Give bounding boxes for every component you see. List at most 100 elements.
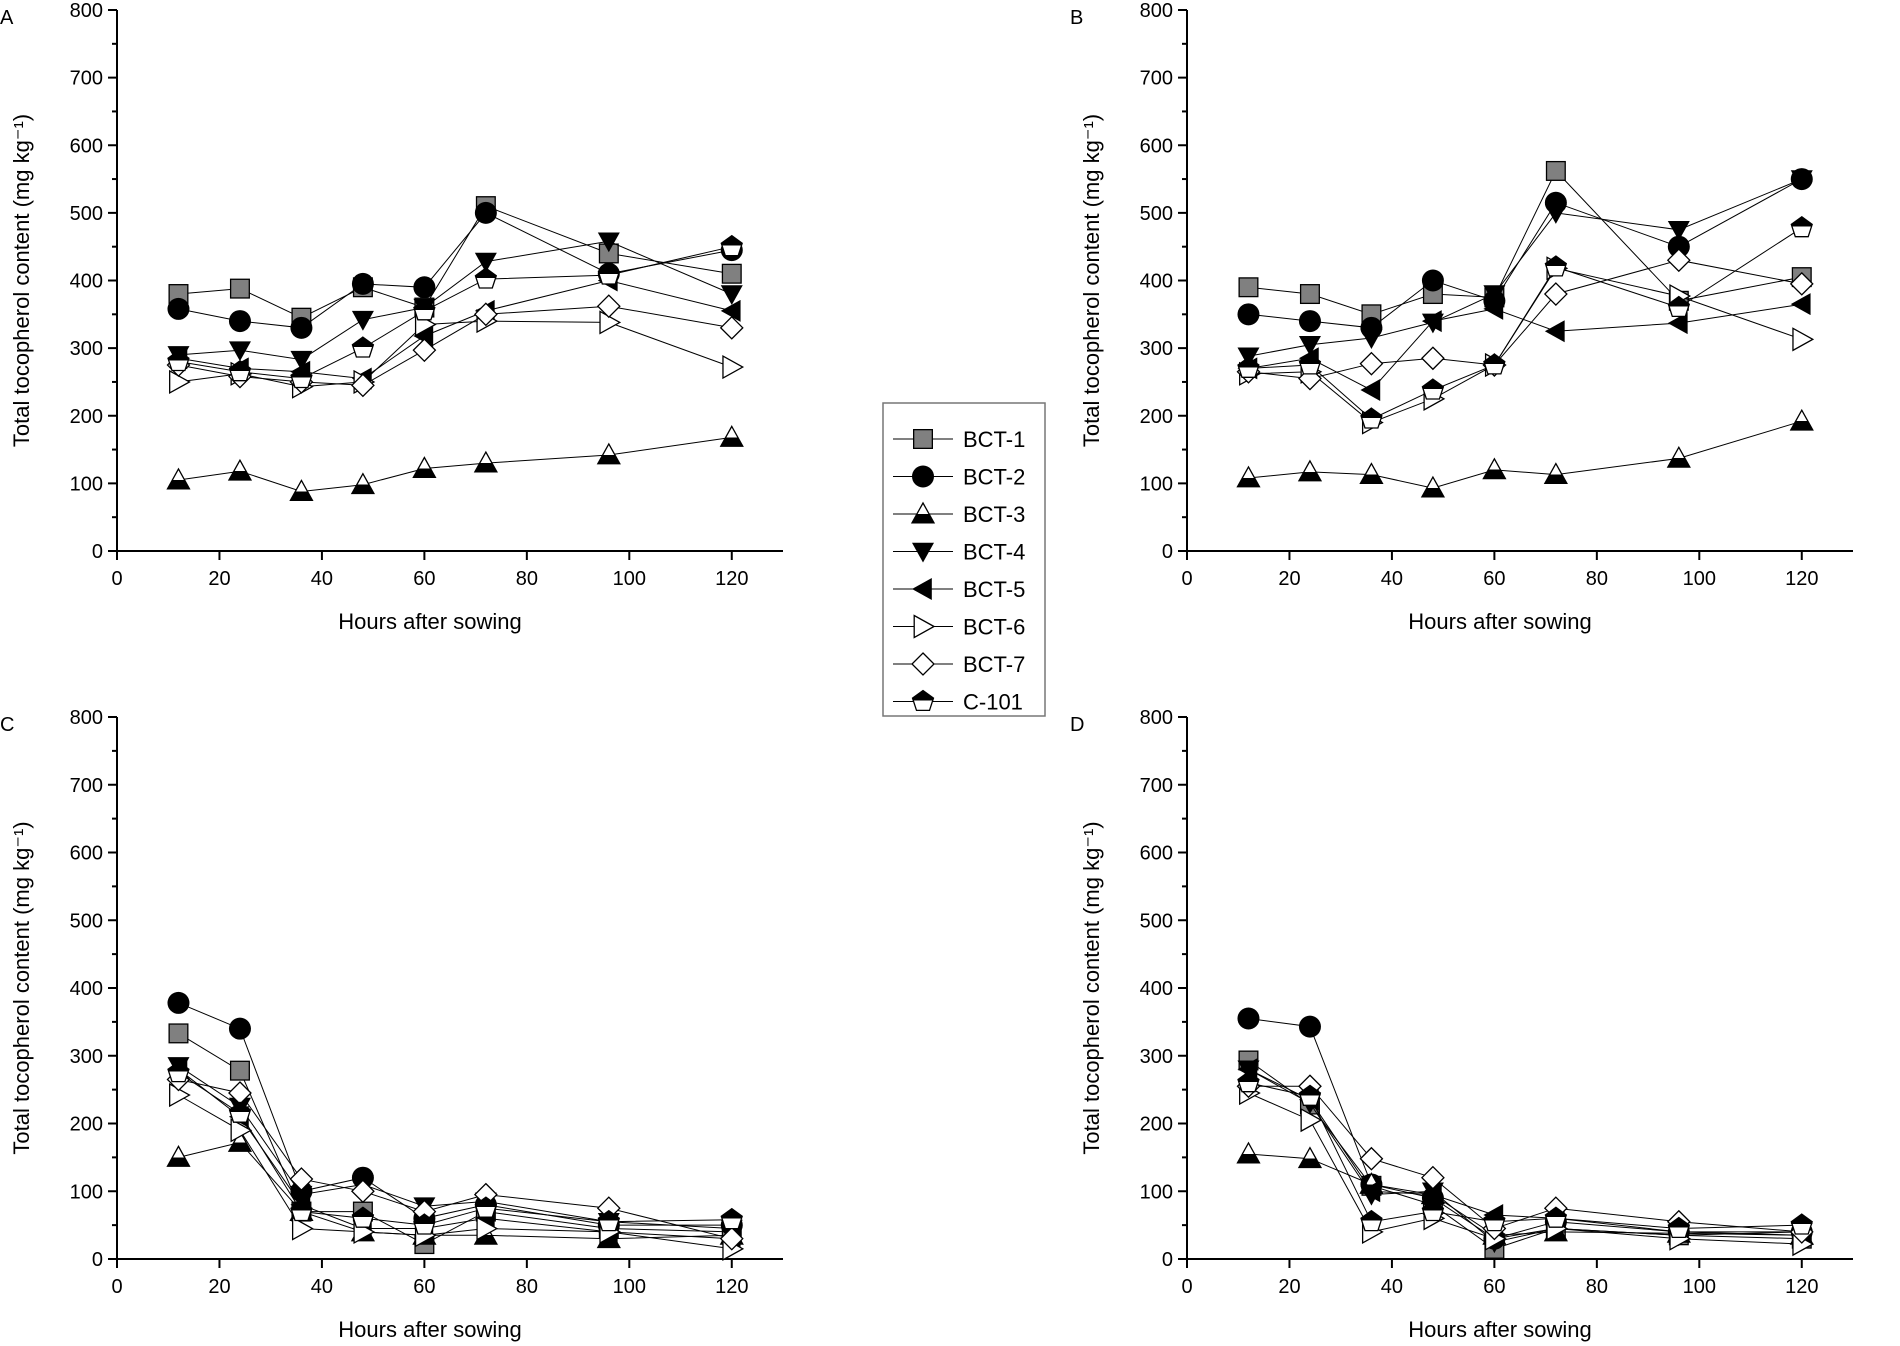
series-bct-4 [167,1057,743,1240]
series-bct-6 [1239,1080,1815,1257]
x-tick-label: 60 [413,1276,435,1298]
data-point [1360,1209,1383,1232]
data-point [290,366,313,389]
series-bct-6 [1239,256,1815,435]
series-c-101 [167,234,743,389]
x-tick-label: 100 [613,1276,646,1298]
data-point [1483,353,1506,375]
legend-entry-c-101: C-101 [893,690,1023,715]
legend-entry-bct-2: BCT-2 [893,465,1025,490]
data-point [1789,408,1814,431]
data-point [350,373,375,398]
y-tick-label: 700 [1140,68,1173,90]
data-point [229,278,250,299]
data-point [720,1207,743,1230]
data-point [1789,271,1814,296]
x-axis-label: Hours after sowing [1408,1317,1591,1342]
data-point [228,341,251,362]
data-point [167,349,190,372]
data-point [1420,1165,1445,1190]
y-tick-label: 800 [70,707,103,729]
x-tick-label: 80 [1586,568,1608,590]
series-bct-3 [1236,408,1814,498]
legend-entry-bct-5: BCT-5 [893,577,1025,602]
data-point [228,359,252,382]
data-point [1792,327,1815,352]
y-tick-label: 700 [70,775,103,797]
x-tick-label: 120 [715,568,748,590]
data-point [1237,303,1260,326]
data-point [1790,170,1813,191]
x-tick-label: 0 [1181,568,1192,590]
y-tick-label: 600 [70,135,103,157]
legend-label: BCT-1 [963,427,1025,452]
data-point [1297,459,1323,482]
data-point [1667,295,1691,318]
data-point [1482,457,1507,480]
data-point [290,350,313,371]
data-point [166,467,191,490]
data-point [1543,462,1568,485]
x-tick-label: 20 [208,568,230,590]
y-tick-label: 200 [1140,1114,1173,1136]
series-line [178,1079,732,1240]
data-point [474,252,497,273]
legend-label: BCT-2 [963,465,1025,490]
data-point [168,1023,189,1044]
data-point [227,1130,253,1152]
data-point [1420,346,1445,371]
data-point [413,1213,436,1235]
data-point [1360,329,1383,349]
series-line [1248,1068,1802,1236]
series-bct-4 [1237,170,1813,368]
x-tick-label: 60 [1483,1276,1505,1298]
y-tick-label: 300 [70,338,103,360]
y-tick-label: 600 [1140,843,1173,865]
x-tick-label: 100 [1683,568,1716,590]
data-point [1790,1213,1813,1235]
y-tick-label: 400 [1140,271,1173,293]
series-bct-1 [168,196,742,328]
series-c-101 [167,1060,743,1235]
y-tick-label: 400 [1140,978,1173,1000]
x-tick-label: 40 [1381,568,1403,590]
y-tick-label: 600 [70,843,103,865]
data-point [169,369,191,395]
x-axis-label: Hours after sowing [338,1317,521,1342]
legend: BCT-1 BCT-2 BCT-3 BCT-4 BCT-5 BCT-6 BCT-7 C-101 [882,402,1046,717]
series-line [178,212,732,329]
series-line [1248,1153,1802,1236]
data-point [1299,284,1320,305]
x-tick-label: 60 [1483,568,1505,590]
series-line [1248,267,1802,424]
series-line [1248,1085,1802,1233]
series-line [178,1065,732,1229]
x-tick-label: 40 [311,568,333,590]
data-point [476,1216,499,1241]
x-tick-label: 20 [1278,1276,1300,1298]
y-tick-label: 500 [70,910,103,932]
y-tick-label: 200 [1140,406,1173,428]
data-point [597,263,621,285]
data-point [719,1226,744,1251]
data-point [351,336,375,358]
data-point [722,354,745,380]
legend-label: C-101 [963,690,1023,715]
y-tick-label: 500 [70,203,103,225]
data-point [1421,1183,1442,1206]
series-line [178,1002,732,1226]
series-line [1248,420,1802,489]
data-point [230,1118,253,1143]
data-point [1359,351,1384,376]
legend-label: BCT-4 [963,540,1025,565]
panel-c: 0 20 40 60 80 100 120 0 100 200 300 400 500 600 700 800… [0,707,783,1342]
data-point [413,276,436,299]
data-point [1360,407,1383,429]
series-bct-5 [167,269,741,390]
data-point [289,479,314,501]
y-tick-label: 0 [1162,1249,1173,1271]
y-axis-label: Total tocopherol content (mg kg⁻¹) [9,821,34,1154]
data-point [1544,1206,1568,1228]
data-point [473,450,498,473]
y-tick-label: 800 [1140,707,1173,729]
